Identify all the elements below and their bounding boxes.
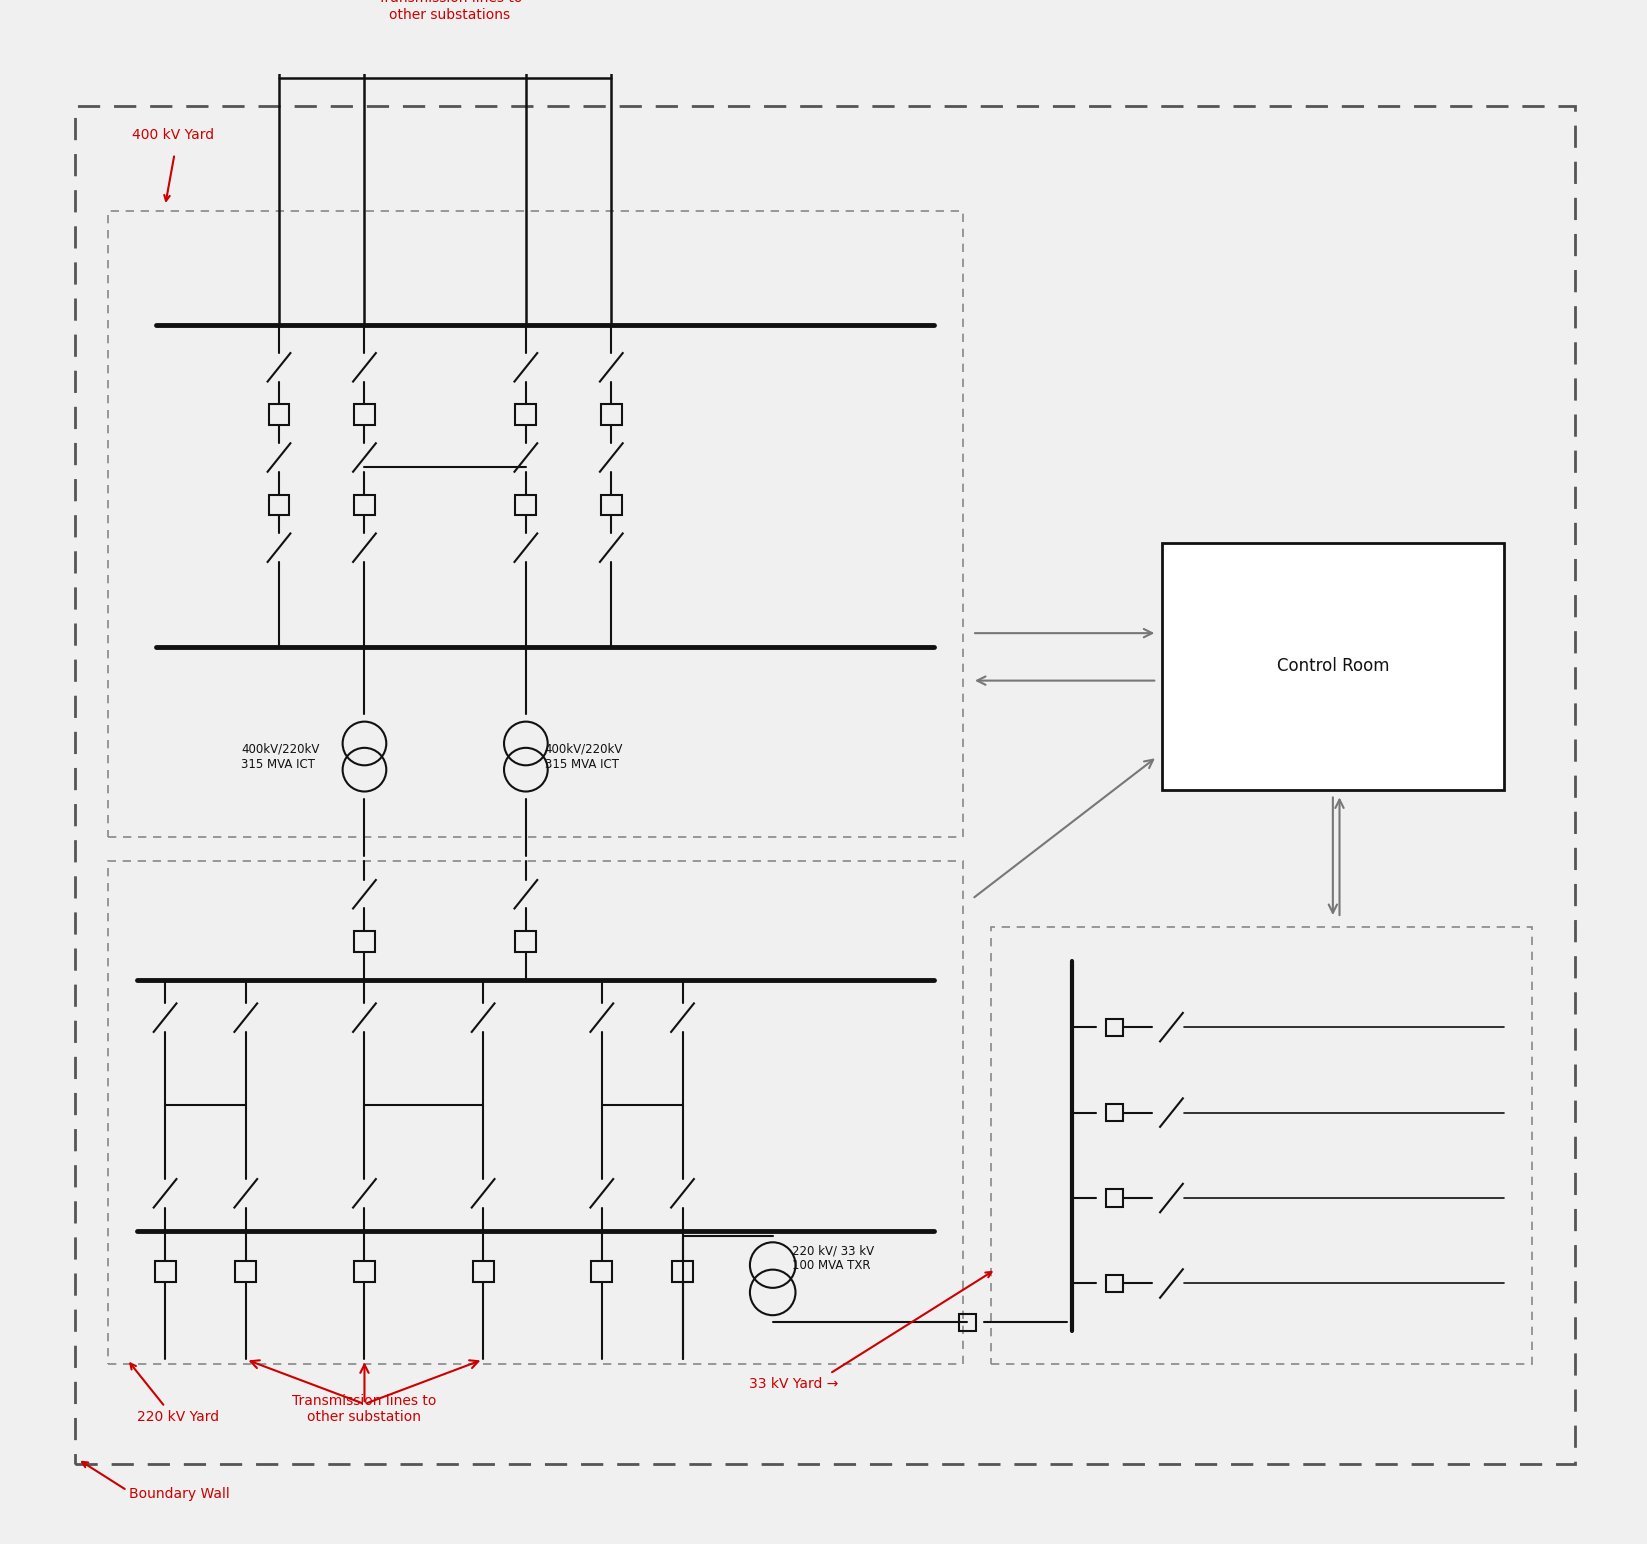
Bar — [959, 1314, 977, 1331]
Bar — [591, 1261, 613, 1282]
Text: Transmission lines to
other substation: Transmission lines to other substation — [292, 1394, 436, 1424]
Text: 33 kV Yard →: 33 kV Yard → — [749, 1377, 838, 1391]
Bar — [268, 494, 290, 516]
Bar — [1105, 1104, 1123, 1121]
Bar — [516, 494, 537, 516]
Bar — [516, 931, 537, 953]
Text: Transmission lines to
other substations: Transmission lines to other substations — [377, 0, 522, 22]
Bar — [1105, 1189, 1123, 1206]
Bar — [473, 1261, 494, 1282]
Bar — [236, 1261, 257, 1282]
Text: 400 kV Yard: 400 kV Yard — [132, 128, 214, 142]
Bar — [516, 405, 537, 425]
Text: Boundary Wall: Boundary Wall — [128, 1487, 229, 1501]
Text: 220 kV/ 33 kV
100 MVA TXR: 220 kV/ 33 kV 100 MVA TXR — [792, 1244, 875, 1272]
Text: Control Room: Control Room — [1276, 658, 1388, 675]
Bar — [268, 405, 290, 425]
Bar — [601, 494, 623, 516]
Bar — [1105, 1019, 1123, 1036]
Bar — [1163, 543, 1504, 791]
Text: 400kV/220kV
315 MVA ICT: 400kV/220kV 315 MVA ICT — [545, 743, 623, 770]
Bar — [354, 494, 376, 516]
Bar — [354, 405, 376, 425]
Bar — [155, 1261, 176, 1282]
Text: 220 kV Yard: 220 kV Yard — [137, 1410, 219, 1424]
Bar — [1105, 1275, 1123, 1292]
Bar — [354, 1261, 376, 1282]
Bar — [601, 405, 623, 425]
Text: 400kV/220kV
315 MVA ICT: 400kV/220kV 315 MVA ICT — [240, 743, 320, 770]
Bar — [354, 931, 376, 953]
Bar — [672, 1261, 693, 1282]
